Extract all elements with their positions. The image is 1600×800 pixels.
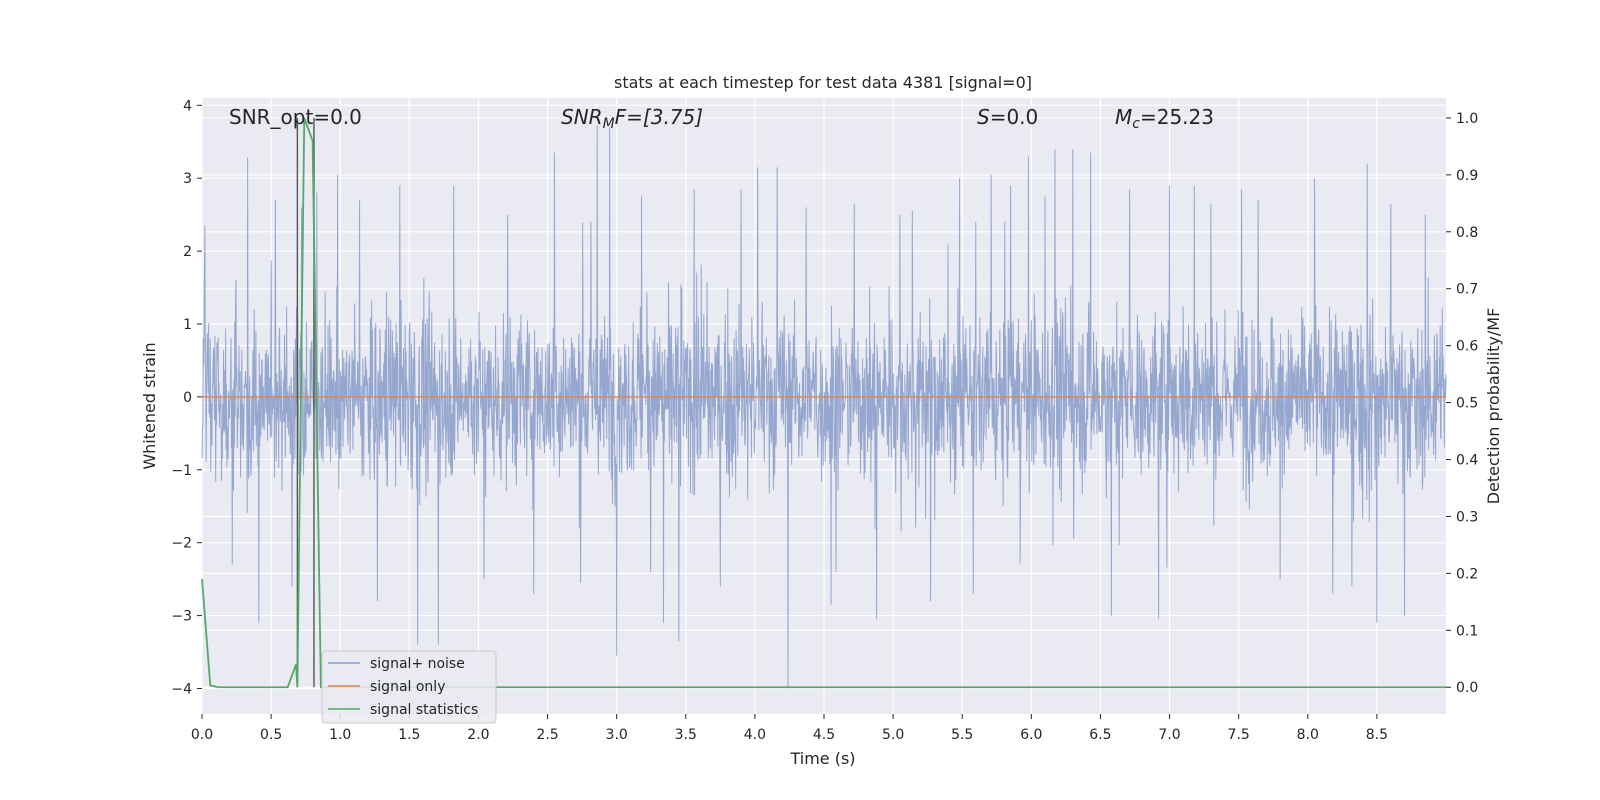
- x-tick-label: 8.0: [1297, 727, 1319, 743]
- tick-labels: 0.0 0.5 1.0 1.5 2.0 2.5 3.0 3.5 4.0 4.5 5.0 5.5 6.0 6…: [171, 98, 1478, 743]
- x-tick-label: 1.0: [329, 727, 351, 743]
- y-tick-label: 4: [183, 98, 192, 114]
- x-tick-label: 4.5: [813, 727, 835, 743]
- s-var: S: [977, 105, 990, 129]
- y2-tick-label: 0.7: [1456, 282, 1478, 298]
- legend-entry-signal-noise: signal+ noise: [370, 656, 465, 672]
- mc-rest: =25.23: [1140, 105, 1214, 129]
- y-tick-label: −3: [171, 609, 192, 625]
- x-tick-label: 8.5: [1366, 727, 1388, 743]
- x-tick-label: 0.0: [191, 727, 213, 743]
- series-layer: [201, 117, 1447, 689]
- y-tick-label: 1: [183, 317, 192, 333]
- series-signal-noise: [201, 125, 1447, 689]
- s-rest: =0.0: [990, 105, 1039, 129]
- snr-mf-annotation: SNRMF=[3.75]: [561, 105, 703, 132]
- x-tick-label: 5.5: [951, 727, 973, 743]
- mc-annotation: Mc=25.23: [1115, 105, 1214, 132]
- mc-base: M: [1115, 105, 1132, 129]
- y-tick-label: −4: [171, 681, 192, 697]
- x-tick-label: 0.5: [260, 727, 282, 743]
- snr-opt-annotation: SNR_opt=0.0: [229, 105, 362, 129]
- mc-sub: c: [1132, 116, 1140, 132]
- x-tick-label: 2.5: [536, 727, 558, 743]
- y-tick-label: 2: [183, 244, 192, 260]
- legend-box: [321, 650, 497, 724]
- snr-mf-base: SNR: [561, 105, 603, 129]
- x-tick-label: 7.5: [1228, 727, 1250, 743]
- legend-entry-signal-only: signal only: [370, 679, 445, 695]
- series-signal-statistics: [201, 117, 1446, 689]
- x-tick-label: 7.0: [1158, 727, 1180, 743]
- y2-tick-label: 0.5: [1456, 396, 1478, 412]
- legend: signal+ noise signal only signal statist…: [321, 650, 497, 724]
- y-axis-label: Whitened strain: [140, 342, 159, 469]
- snr-mf-sub: M: [603, 116, 615, 132]
- x-tick-label: 1.5: [398, 727, 420, 743]
- y2-axis-label: Detection probability/MF: [1484, 308, 1503, 505]
- x-tick-label: 3.5: [675, 727, 697, 743]
- y-tick-label: −2: [171, 536, 192, 552]
- x-tick-label: 3.0: [606, 727, 628, 743]
- y2-tick-label: 0.3: [1456, 509, 1478, 525]
- y2-tick-label: 0.6: [1456, 339, 1478, 355]
- legend-entry-signal-statistics: signal statistics: [370, 702, 478, 718]
- y2-tick-label: 0.1: [1456, 623, 1478, 639]
- x-tick-label: 6.0: [1020, 727, 1042, 743]
- x-tick-label: 5.0: [882, 727, 904, 743]
- x-tick-label: 6.5: [1089, 727, 1111, 743]
- y2-tick-label: 0.4: [1456, 453, 1478, 469]
- y-tick-label: 0: [183, 390, 192, 406]
- x-tick-label: 4.0: [744, 727, 766, 743]
- y2-tick-label: 0.0: [1456, 680, 1478, 696]
- chart-title: stats at each timestep for test data 438…: [614, 73, 1032, 92]
- x-tick-label: 2.0: [467, 727, 489, 743]
- y2-tick-label: 1.0: [1456, 111, 1478, 127]
- y2-tick-label: 0.8: [1456, 225, 1478, 241]
- y2-tick-label: 0.9: [1456, 168, 1478, 184]
- y2-tick-label: 0.2: [1456, 566, 1478, 582]
- s-annotation: S=0.0: [977, 105, 1038, 129]
- y-tick-label: 3: [183, 171, 192, 187]
- x-axis-label: Time (s): [789, 749, 855, 768]
- y-tick-label: −1: [171, 463, 192, 479]
- snr-mf-rest: F=[3.75]: [615, 105, 703, 129]
